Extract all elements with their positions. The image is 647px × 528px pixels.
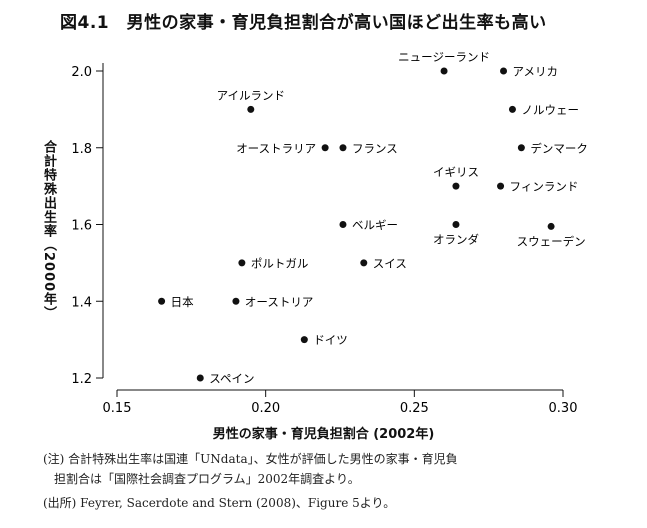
data-point xyxy=(339,144,347,152)
point-label: イギリス xyxy=(433,165,479,179)
point-label: 日本 xyxy=(171,295,194,309)
data-point xyxy=(452,221,460,228)
x-tick-label: 0.30 xyxy=(549,401,578,416)
point-label: オーストラリア xyxy=(236,141,316,155)
point-label: ノルウェー xyxy=(521,103,579,117)
point-label: デンマーク xyxy=(530,141,588,155)
point-label: フランス xyxy=(352,141,398,155)
data-point xyxy=(247,105,255,113)
scatter-plot: 1.2 1.4 1.6 1.8 2.0 0.15 0.20 0.25 0.30 ニュージーランド… xyxy=(71,50,588,416)
point-label: アイルランド xyxy=(217,88,285,102)
x-axis-label: 男性の家事・育児負担割合 (2002年) xyxy=(212,427,435,442)
data-point xyxy=(232,297,240,305)
x-tick-label: 0.20 xyxy=(251,401,280,416)
data-point xyxy=(158,297,166,305)
data-point xyxy=(300,336,308,344)
data-point xyxy=(321,144,329,152)
note-line-2: 担割合は「国際社会調査プログラム」2002年調査より。 xyxy=(54,472,360,486)
y-tick-label: 1.8 xyxy=(71,142,92,157)
data-point xyxy=(360,259,368,267)
point-label: ベルギー xyxy=(352,218,398,232)
data-point xyxy=(517,144,525,152)
data-point xyxy=(440,67,448,75)
point-label: オランダ xyxy=(433,233,479,247)
point-label: スウェーデン xyxy=(517,234,586,248)
y-tick-label: 1.2 xyxy=(71,372,92,387)
data-point xyxy=(547,222,555,230)
axes: 1.2 1.4 1.6 1.8 2.0 0.15 0.20 0.25 0.30 xyxy=(71,63,577,416)
chart-title: 図4.1 男性の家事・育児負担割合が高い国ほど出生率も高い xyxy=(60,13,547,33)
y-axis-label: 合計特殊出生率（2000年） xyxy=(41,140,56,321)
data-point xyxy=(339,221,347,228)
x-tick-label: 0.25 xyxy=(400,401,429,416)
point-label: アメリカ xyxy=(513,65,558,79)
point-label: ドイツ xyxy=(313,333,348,347)
point-label: ポルトガル xyxy=(251,256,309,270)
data-point xyxy=(497,182,505,190)
note-line-1: (注) 合計特殊出生率は国連「UNdata」、女性が評価した男性の家事・育児負 xyxy=(43,452,458,466)
data-point xyxy=(500,67,508,75)
x-tick-label: 0.15 xyxy=(103,401,132,416)
data-point xyxy=(508,105,516,113)
data-point xyxy=(452,182,460,190)
data-point xyxy=(196,374,204,382)
point-label: ニュージーランド xyxy=(398,50,490,64)
point-label: オーストリア xyxy=(245,295,313,309)
point-label: スイス xyxy=(373,256,407,270)
y-tick-label: 1.4 xyxy=(71,295,92,310)
source-note: (出所) Feyrer, Sacerdote and Stern (2008)、… xyxy=(43,496,396,510)
data-point xyxy=(238,259,246,267)
point-label: スペイン xyxy=(209,372,254,386)
point-label: フィンランド xyxy=(510,180,579,194)
y-tick-label: 1.6 xyxy=(71,219,92,234)
y-tick-label: 2.0 xyxy=(71,65,92,80)
